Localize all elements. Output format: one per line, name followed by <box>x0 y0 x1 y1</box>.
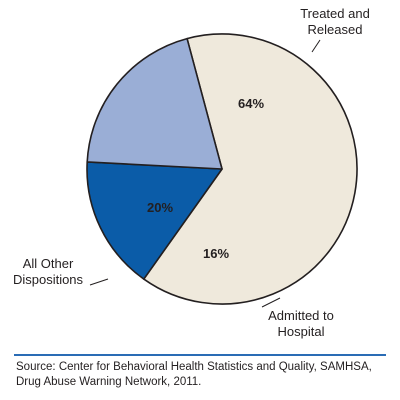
leader-line <box>261 297 281 308</box>
leader-line <box>89 278 109 286</box>
pie-slice <box>86 161 223 280</box>
source-divider <box>14 354 386 356</box>
slice-percent-label: 20% <box>147 200 173 215</box>
category-label-line: Treated and <box>300 6 370 21</box>
source-note: Source: Center for Behavioral Health Sta… <box>16 361 372 388</box>
category-label: All Other Dispositions <box>13 256 84 287</box>
category-label: Treated and Released <box>300 6 370 37</box>
leader-line <box>311 39 321 53</box>
category-label-line: Released <box>308 22 363 37</box>
category-label-line: Dispositions <box>13 272 84 287</box>
category-label-line: All Other <box>23 256 74 271</box>
category-label-line: Hospital <box>278 324 325 339</box>
slice-percent-label: 16% <box>203 246 229 261</box>
pie-chart: 64% 16% 20% Treated and Released Admitted to H… <box>13 6 370 339</box>
pie-slice <box>86 37 223 170</box>
category-label: Admitted to Hospital <box>268 308 334 339</box>
slice-percent-label: 64% <box>238 96 264 111</box>
pie-slice <box>143 33 358 305</box>
category-label-line: Admitted to <box>268 308 334 323</box>
